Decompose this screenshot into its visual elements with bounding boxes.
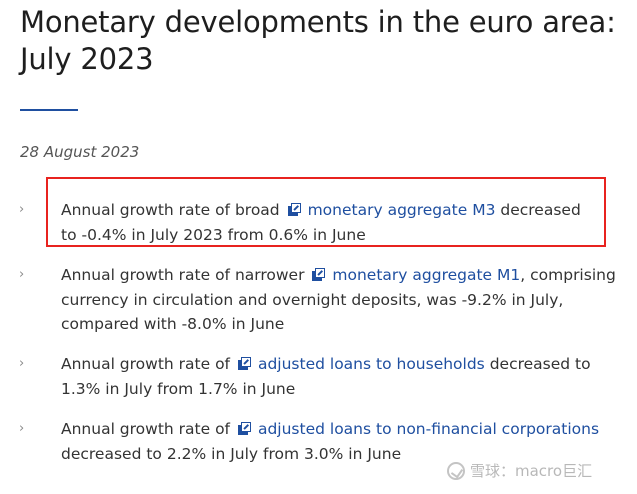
link-adjusted-loans-to-households[interactable]: adjusted loans to households [235,355,485,373]
highlight-box [46,177,606,247]
external-link-icon [237,422,251,435]
chevron-right-icon: › [19,421,25,436]
publication-date: 28 August 2023 [20,143,140,161]
chevron-right-icon: › [19,267,25,282]
external-link-icon [237,357,251,370]
link-monetary-aggregate-m1[interactable]: monetary aggregate M1 [309,266,520,284]
title-underline [20,109,78,111]
snowball-logo-icon [447,462,465,480]
external-link-icon [287,203,301,216]
chevron-right-icon: › [19,202,25,217]
page-title: Monetary developments in the euro area: … [20,5,616,76]
link-adjusted-loans-to-nfc[interactable]: adjusted loans to non-financial corporat… [235,420,599,438]
watermark: 雪球：macro巨汇 [447,459,592,483]
list-item-text: Annual growth rate of broad monetary agg… [61,201,581,244]
chevron-right-icon: › [19,356,25,371]
link-monetary-aggregate-m3[interactable]: monetary aggregate M3 [285,201,495,219]
list-item-text: Annual growth rate of adjusted loans to … [61,420,600,463]
list-item-text: Annual growth rate of narrower monetary … [61,266,616,333]
list-item-text: Annual growth rate of adjusted loans to … [61,355,591,398]
external-link-icon [312,268,326,281]
